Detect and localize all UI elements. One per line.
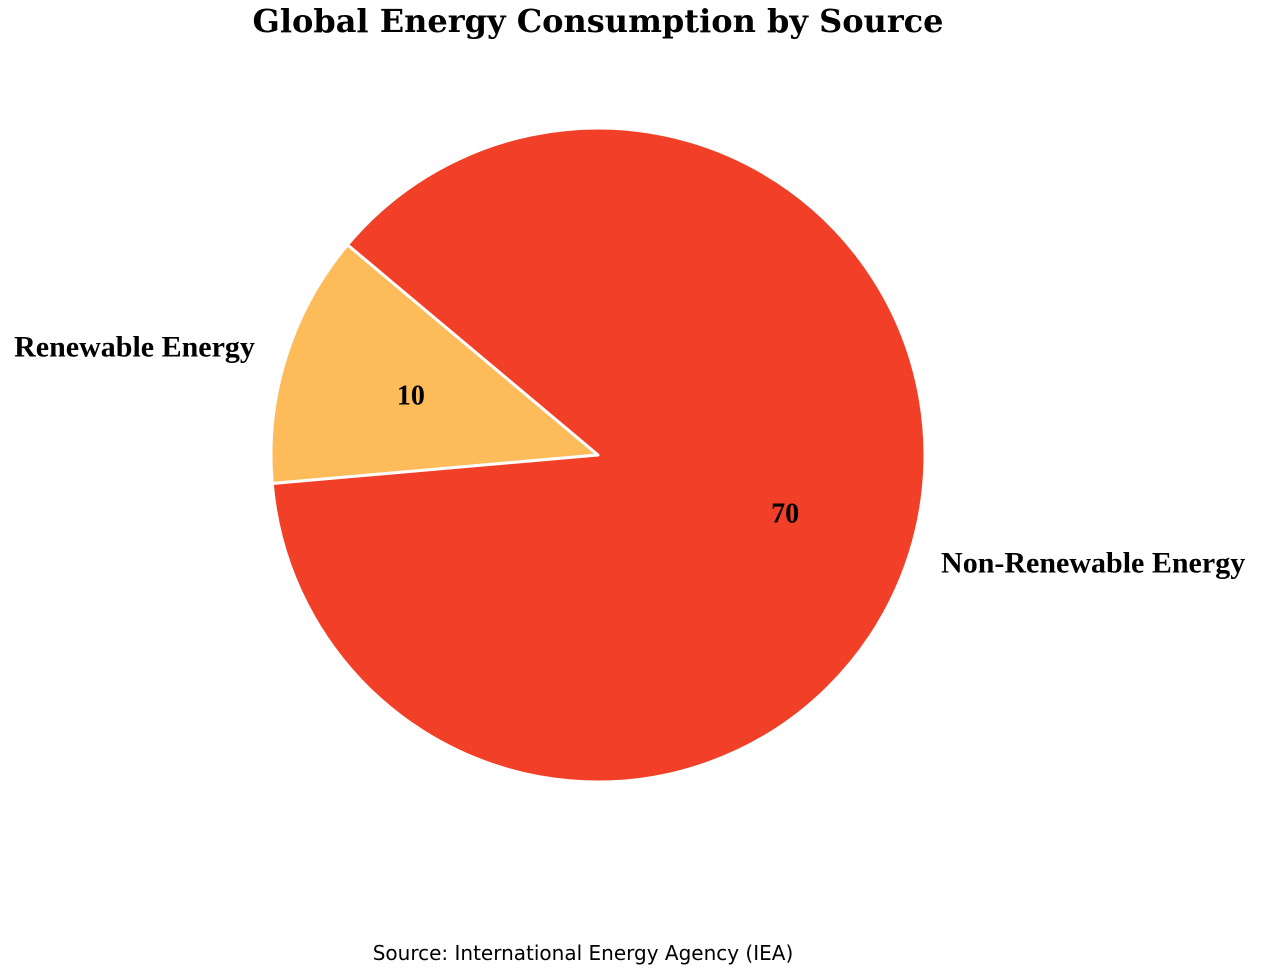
source-note: Source: International Energy Agency (IEA… [372, 941, 794, 965]
pie-slice-1 [270, 126, 927, 784]
pie-slice-0 [269, 243, 600, 485]
chart-title: Global Energy Consumption by Source [252, 2, 944, 40]
pie-labels: 10 Renewable Energy 70 Non-Renewable Energy [14, 330, 1245, 579]
pie-category-label-1: Non-Renewable Energy [941, 547, 1245, 580]
pie-category-label-0: Renewable Energy [14, 330, 255, 363]
pie-value-label-1: 70 [771, 498, 799, 529]
pie-slices [269, 126, 927, 784]
pie-value-label-0: 10 [397, 381, 425, 412]
